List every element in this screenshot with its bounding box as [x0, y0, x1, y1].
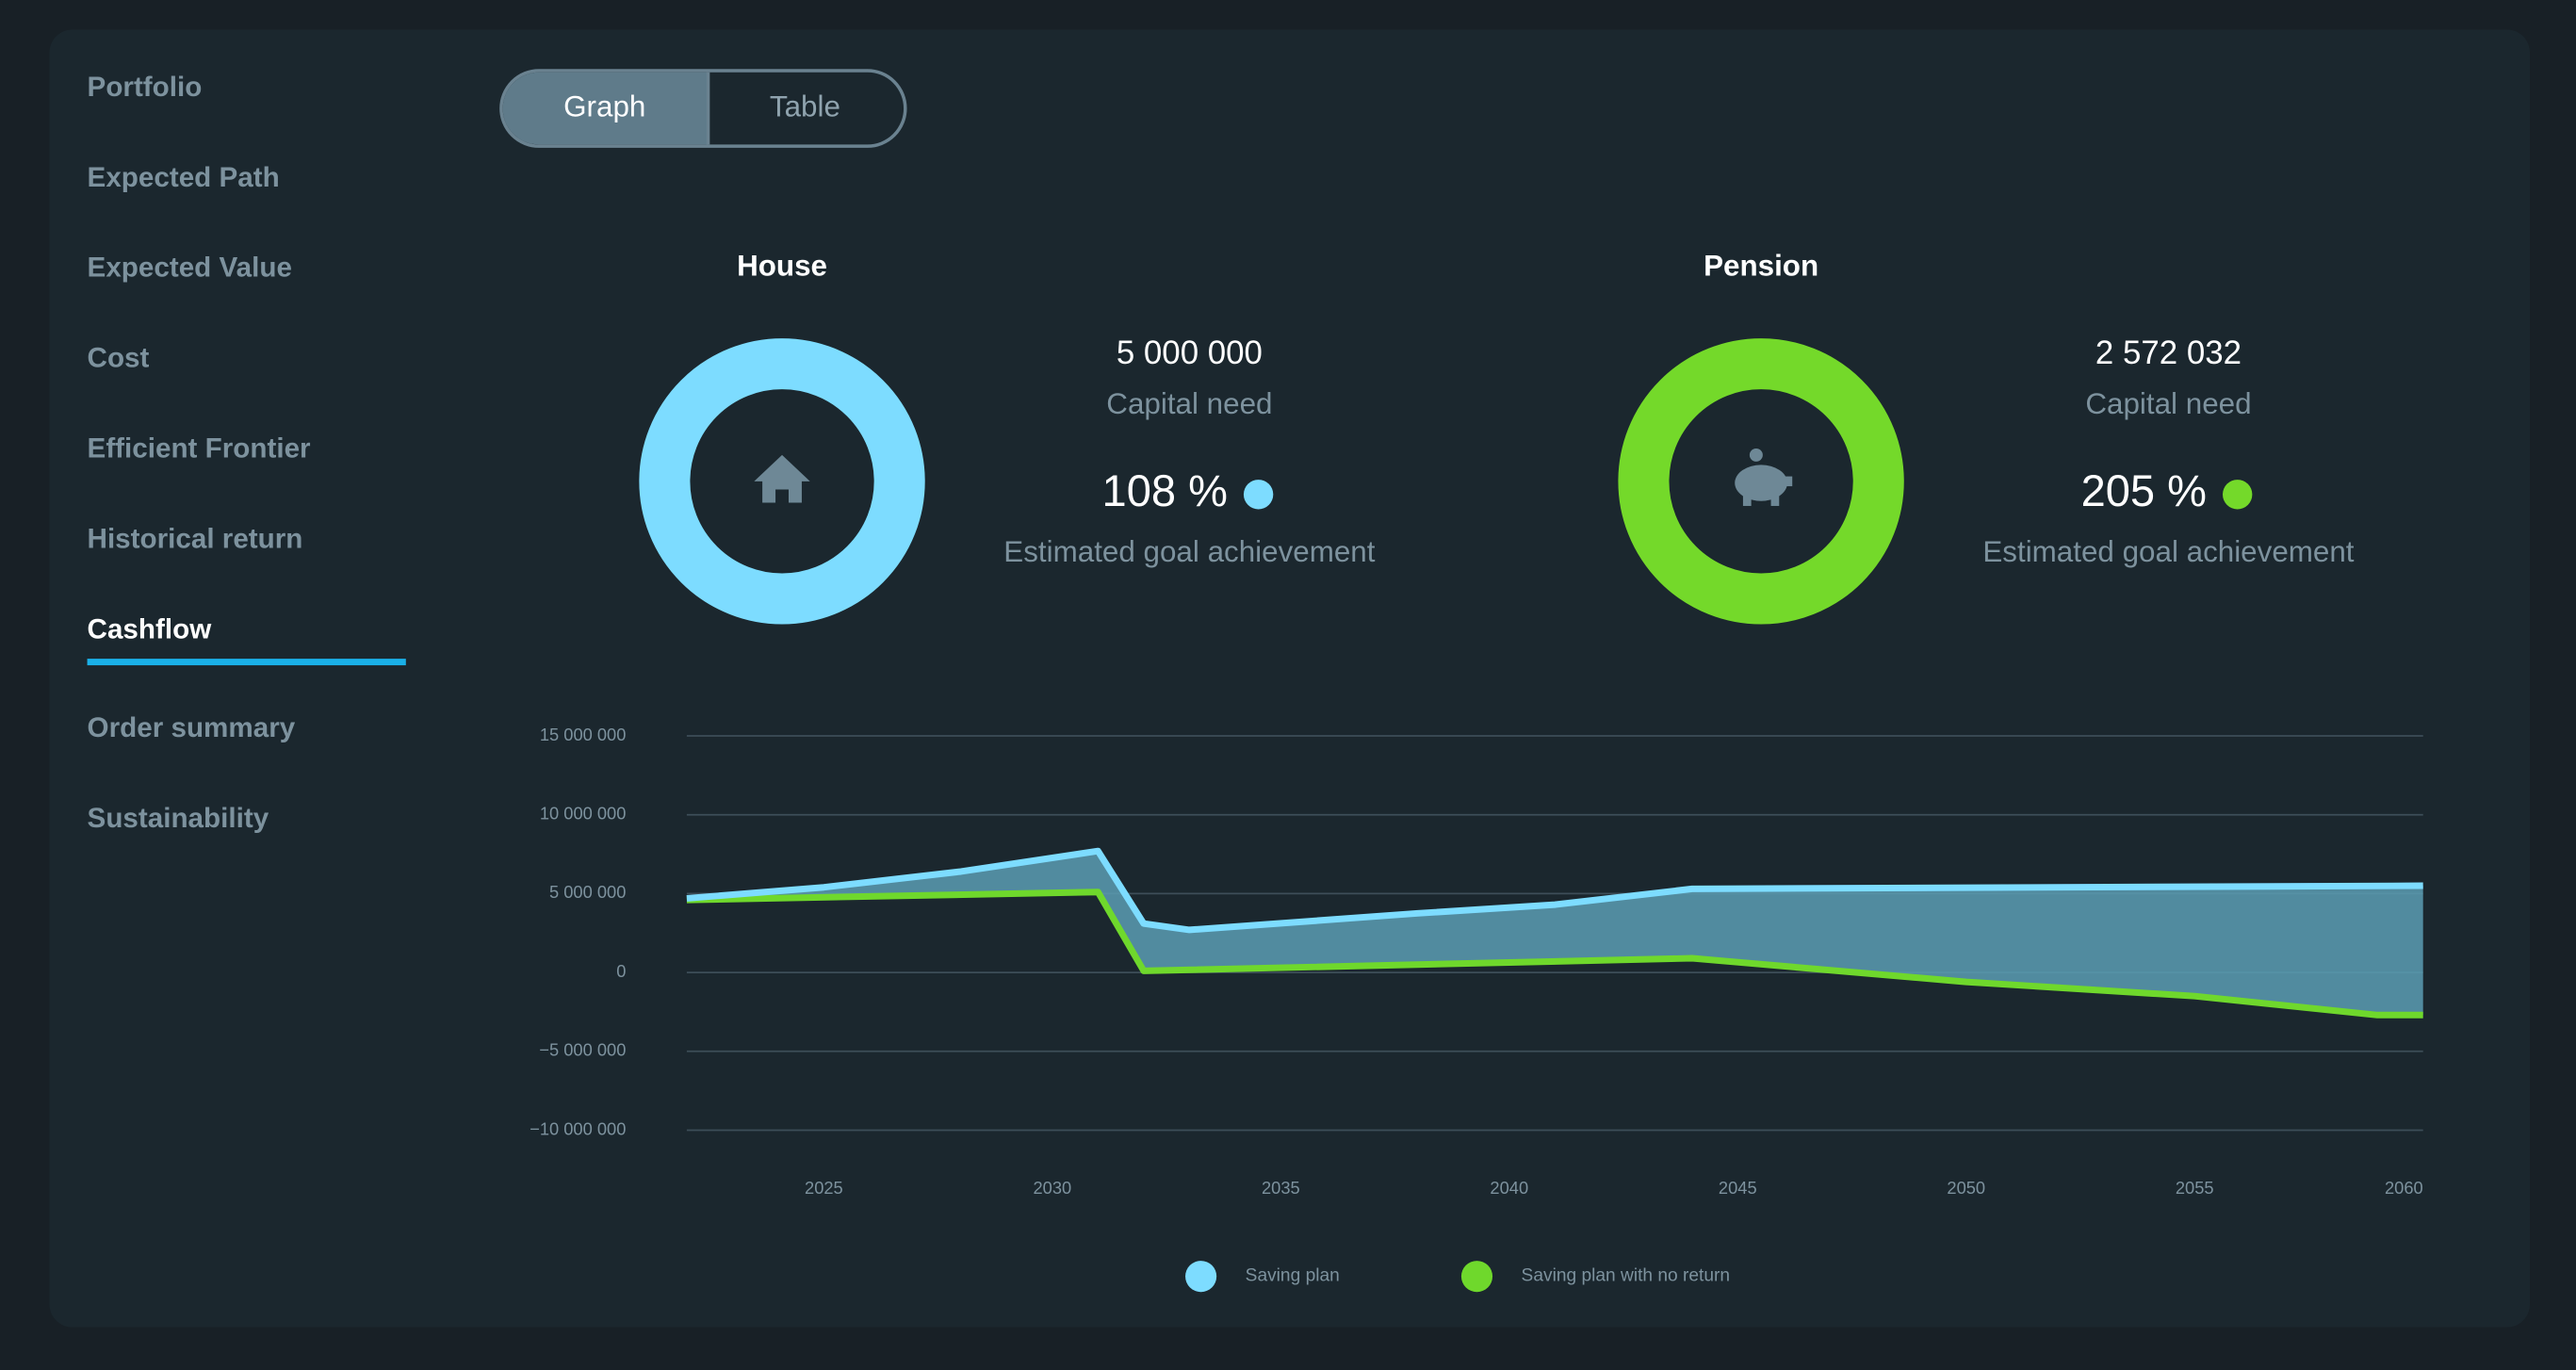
- nav-item[interactable]: Order summary: [88, 712, 296, 743]
- y-tick-label: −5 000 000: [539, 1040, 626, 1060]
- piggy-leg: [1770, 493, 1780, 506]
- y-tick-label: −10 000 000: [530, 1118, 626, 1138]
- x-tick-label: 2035: [1262, 1178, 1300, 1198]
- y-tick-label: 10 000 000: [540, 804, 627, 824]
- x-tick-label: 2045: [1719, 1178, 1757, 1198]
- chart: −10 000 000 −5 000 000 0 5 000 000 10 000 00…: [530, 725, 2423, 1293]
- achievement-dot: [2222, 480, 2253, 510]
- toggle-option[interactable]: Table: [770, 90, 840, 122]
- x-tick-label: 2050: [1947, 1178, 1985, 1198]
- achievement-dot: [1243, 480, 1274, 510]
- achievement-label: Estimated goal achievement: [1982, 535, 2354, 568]
- y-tick-label: 5 000 000: [549, 882, 626, 902]
- toggle-option[interactable]: Graph: [563, 90, 645, 122]
- goal-donut: [1618, 338, 1904, 625]
- nav-item[interactable]: Sustainability: [88, 803, 269, 834]
- achievement-label: Estimated goal achievement: [1003, 535, 1375, 568]
- y-tick-label: 15 000 000: [540, 725, 627, 744]
- piggy-snout: [1784, 476, 1793, 487]
- nav-item[interactable]: Efficient Frontier: [88, 433, 311, 465]
- x-tick-label: 2030: [1034, 1178, 1072, 1198]
- capital-label: Capital need: [1106, 387, 1272, 420]
- x-tick-label: 2055: [2176, 1178, 2214, 1198]
- x-tick-label: 2025: [805, 1178, 843, 1198]
- series-line: [686, 847, 2423, 934]
- house-icon: [754, 454, 810, 503]
- sidebar: Portfolio Expected Path Expected Value Cost…: [87, 72, 406, 834]
- nav-underline: [87, 659, 406, 666]
- piggy-coin: [1749, 448, 1763, 462]
- capital-label: Capital need: [2085, 387, 2251, 420]
- goal-donut: [639, 338, 925, 625]
- capital-value: 5 000 000: [1117, 334, 1263, 371]
- toggle-active: [502, 72, 709, 145]
- nav-item[interactable]: Portfolio: [88, 72, 203, 103]
- goal-title: House: [737, 249, 827, 282]
- panel: [49, 29, 2531, 1328]
- legend-label: Saving plan with no return: [1522, 1266, 1731, 1286]
- achievement-value: 205 %: [2081, 465, 2207, 515]
- piggy-leg: [1742, 493, 1752, 506]
- achievement-value: 108 %: [1102, 465, 1228, 515]
- legend-swatch: [1460, 1261, 1493, 1293]
- x-tick-label: 2060: [2385, 1178, 2423, 1198]
- goals: House 5 000 000 Capital need 108 % Estimated…: [639, 249, 2355, 625]
- piggy-icon: [1735, 465, 1787, 501]
- nav-item[interactable]: Cost: [88, 343, 150, 374]
- y-tick-label: 0: [616, 961, 626, 981]
- nav-item[interactable]: Expected Value: [88, 253, 292, 284]
- legend-swatch: [1185, 1261, 1217, 1293]
- legend-label: Saving plan: [1246, 1266, 1340, 1286]
- series-line: [686, 889, 2423, 1019]
- view-toggle: Graph Table: [499, 69, 907, 148]
- nav-item[interactable]: Cashflow: [88, 613, 213, 644]
- nav-item[interactable]: Historical return: [88, 523, 303, 554]
- goal-title: Pension: [1704, 249, 1818, 282]
- nav-item[interactable]: Expected Path: [88, 162, 280, 193]
- x-tick-label: 2040: [1490, 1178, 1528, 1198]
- capital-value: 2 572 032: [2095, 334, 2242, 371]
